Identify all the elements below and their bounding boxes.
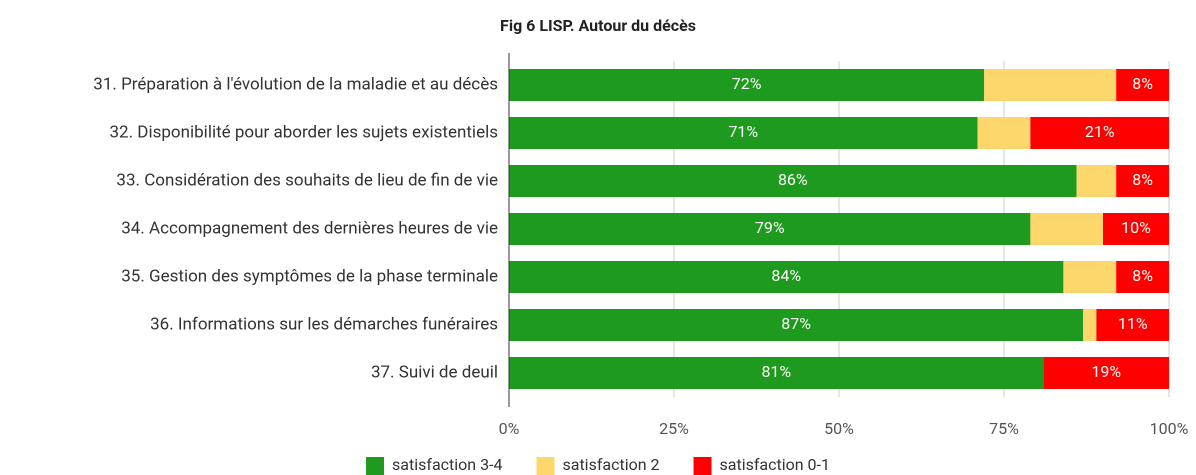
data-label: 72% bbox=[732, 74, 762, 93]
bar-segment bbox=[1030, 117, 1169, 149]
y-tick-label: 34. Accompagnement des dernières heures … bbox=[121, 218, 498, 238]
data-label: 81% bbox=[761, 362, 791, 381]
y-tick-label: 35. Gestion des symptômes de la phase te… bbox=[121, 266, 498, 286]
legend-swatch bbox=[536, 457, 555, 475]
chart-title: Fig 6 LISP. Autour du décès bbox=[500, 16, 696, 35]
bar-segment bbox=[509, 309, 1084, 341]
data-label: 8% bbox=[1132, 170, 1153, 189]
data-label: 87% bbox=[781, 314, 811, 333]
bar-segment bbox=[509, 261, 1064, 293]
y-tick-label: 32. Disponibilité pour aborder les sujet… bbox=[110, 122, 499, 142]
bar-segment bbox=[1076, 165, 1117, 197]
bar-segment bbox=[1043, 357, 1169, 389]
bar-segment bbox=[1030, 213, 1103, 245]
bar-segment bbox=[1116, 165, 1169, 197]
x-tick-label: 0% bbox=[499, 419, 520, 438]
data-label: 10% bbox=[1121, 218, 1151, 237]
data-label: 8% bbox=[1132, 266, 1153, 285]
bar-segment bbox=[1096, 309, 1169, 341]
data-label: 84% bbox=[771, 266, 801, 285]
bar-segment bbox=[1116, 69, 1169, 101]
y-tick-label: 33. Considération des souhaits de lieu d… bbox=[116, 170, 498, 190]
bar-segment bbox=[984, 69, 1117, 101]
legend-label: satisfaction 3-4 bbox=[392, 455, 502, 474]
x-tick-label: 50% bbox=[824, 419, 854, 438]
x-tick-label: 100% bbox=[1150, 419, 1189, 438]
bar-segment bbox=[509, 213, 1031, 245]
y-tick-label: 36. Informations sur les démarches funér… bbox=[150, 314, 498, 334]
legend-swatch bbox=[366, 457, 385, 475]
data-label: 19% bbox=[1091, 362, 1121, 381]
bar-segment bbox=[1063, 261, 1117, 293]
data-label: 79% bbox=[755, 218, 785, 237]
x-tick-label: 75% bbox=[989, 419, 1019, 438]
bar-segment bbox=[1103, 213, 1169, 245]
data-label: 8% bbox=[1132, 74, 1153, 93]
y-tick-label: 31. Préparation à l'évolution de la mala… bbox=[93, 74, 498, 94]
x-tick-label: 25% bbox=[659, 419, 689, 438]
data-label: 21% bbox=[1085, 122, 1115, 141]
bar-segment bbox=[977, 117, 1031, 149]
y-tick-label: 37. Suivi de deuil bbox=[371, 362, 498, 382]
data-label: 71% bbox=[728, 122, 758, 141]
bar-segment bbox=[1083, 309, 1097, 341]
bar-segment bbox=[509, 117, 978, 149]
data-label: 86% bbox=[778, 170, 808, 189]
data-label: 11% bbox=[1118, 314, 1148, 333]
legend-swatch bbox=[693, 457, 712, 475]
bar-segment bbox=[509, 357, 1044, 389]
bar-segment bbox=[509, 69, 985, 101]
legend-label: satisfaction 0-1 bbox=[720, 455, 830, 474]
bar-segment bbox=[1116, 261, 1169, 293]
legend-label: satisfaction 2 bbox=[562, 455, 659, 474]
bar-segment bbox=[509, 165, 1077, 197]
